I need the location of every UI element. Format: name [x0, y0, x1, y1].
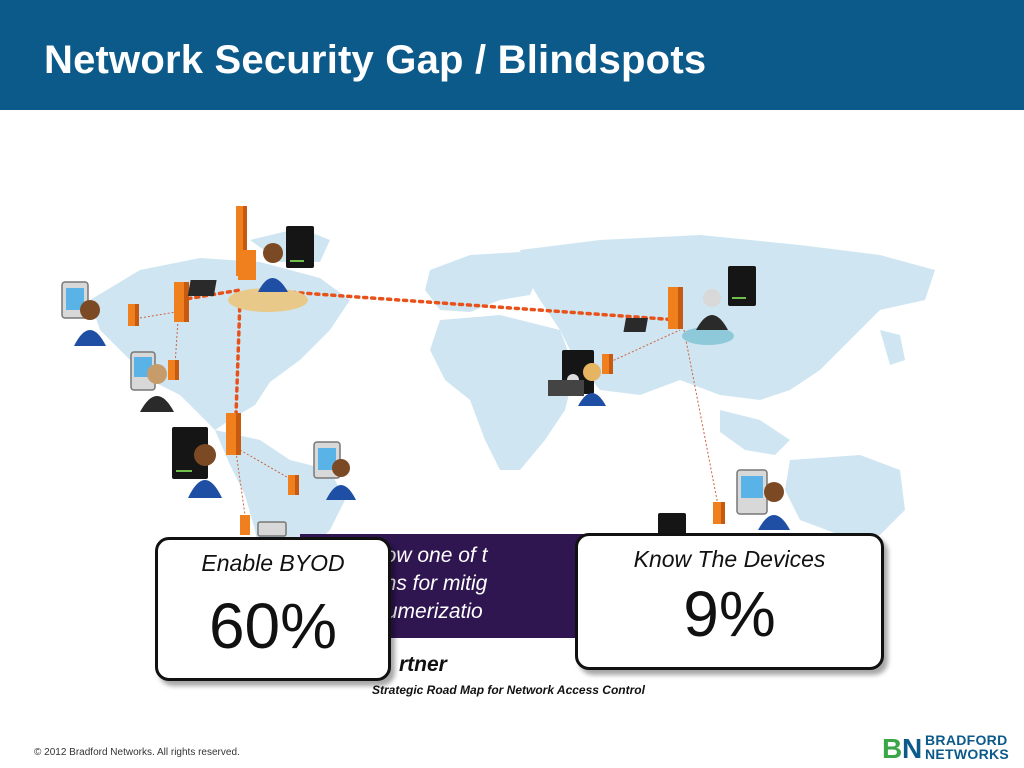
- workstations: [187, 280, 734, 396]
- server-tower-icon: [602, 354, 613, 374]
- callout-value: 9%: [683, 578, 776, 650]
- copyright-notice: © 2012 Bradford Networks. All rights res…: [34, 747, 240, 758]
- world-map: [90, 228, 935, 575]
- logo-wordmark: BRADFORD NETWORKS: [925, 733, 1009, 761]
- server-tower-icon: [240, 515, 250, 535]
- user-avatar-icon: [258, 243, 288, 292]
- server-tower-icon: [236, 206, 256, 280]
- server-tower-icon: [128, 304, 139, 326]
- callout-value: 60%: [208, 590, 338, 662]
- title-bar: Network Security Gap / Blindspots: [0, 0, 1024, 110]
- callout-label: Enable BYOD: [201, 550, 345, 576]
- server-tower-icon: [713, 502, 725, 524]
- user-avatar-icon: [74, 300, 106, 346]
- server-towers: [128, 206, 725, 535]
- callout-know-devices: Know The Devices 9%: [575, 533, 884, 670]
- tablet-icon: [257, 521, 287, 537]
- server-tower-icon: [288, 475, 299, 495]
- laptop-icon: [187, 280, 308, 312]
- server-tower-icon: [668, 287, 683, 329]
- svg-text:B: B: [882, 733, 902, 762]
- user-avatar-icon: [758, 482, 790, 530]
- laptop-icon: [623, 318, 734, 345]
- logo-line: BRADFORD: [925, 732, 1008, 748]
- server-tower-icon: [174, 282, 189, 322]
- users: [74, 243, 790, 530]
- server-tower-icon: [226, 413, 241, 455]
- user-avatar-icon: [696, 289, 728, 330]
- user-avatar-icon: [140, 364, 174, 412]
- router-icon: [728, 266, 756, 306]
- smartphone-icon: [736, 469, 768, 515]
- user-avatar-icon: [578, 363, 606, 406]
- router-icon: [286, 226, 314, 268]
- quote-source: rtner: [399, 653, 447, 676]
- callout-enable-byod: Enable BYOD 60%: [155, 537, 391, 681]
- bradford-networks-logo-icon: B N: [882, 733, 922, 762]
- server-tower-icon: [168, 360, 179, 380]
- callout-label: Know The Devices: [633, 546, 826, 572]
- quote-source-title: Strategic Road Map for Network Access Co…: [372, 683, 645, 697]
- router-icon: [172, 427, 208, 479]
- laptop-icon: [548, 380, 584, 396]
- user-avatar-icon: [326, 459, 356, 500]
- user-avatar-icon: [188, 444, 222, 498]
- svg-text:N: N: [902, 733, 922, 762]
- slide-title: Network Security Gap / Blindspots: [44, 38, 707, 82]
- network-world-map: [61, 206, 935, 575]
- logo-line: NETWORKS: [925, 746, 1010, 762]
